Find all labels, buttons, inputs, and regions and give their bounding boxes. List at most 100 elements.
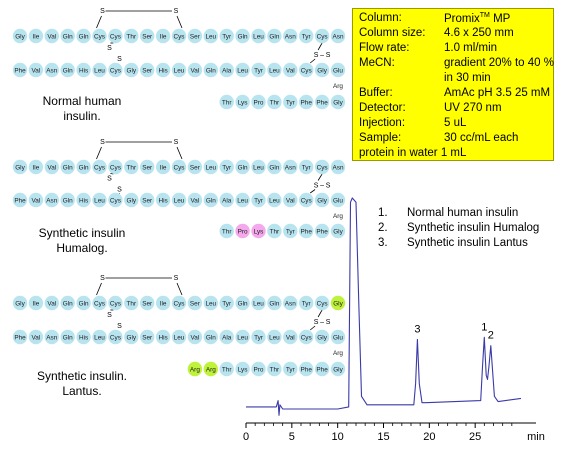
- residue-label: Cys: [110, 33, 121, 40]
- residue-label: Leu: [174, 334, 185, 341]
- residue-circle: [124, 62, 139, 78]
- peak-label: 3: [414, 323, 420, 335]
- residue-label: Val: [32, 67, 41, 74]
- residue-circle: [330, 62, 346, 78]
- residue-circle: [155, 192, 171, 208]
- residue-circle: [76, 192, 91, 208]
- residue-circle: [155, 329, 171, 345]
- residue-circle: [187, 295, 203, 311]
- residue-label: Gln: [238, 33, 248, 40]
- residue-circle: [28, 329, 44, 345]
- residue-label: Val: [32, 334, 41, 341]
- residue-circle: [187, 329, 203, 345]
- residue-label: Leu: [205, 164, 216, 171]
- residue-label: Cys: [317, 33, 328, 40]
- condition-key: Buffer:: [359, 87, 393, 99]
- residue-circle: [171, 159, 187, 175]
- bond-line: [309, 325, 316, 331]
- residue-circle: [219, 94, 234, 110]
- residue-circle: [203, 159, 218, 175]
- caption-line: Lantus.: [62, 384, 102, 398]
- condition-key: Column size:: [359, 27, 426, 39]
- residue-label: Pro: [238, 228, 248, 235]
- residue-label: Leu: [269, 67, 280, 74]
- residue-label: His: [158, 67, 167, 74]
- residue-label: Lys: [238, 366, 248, 373]
- residue-label: Val: [191, 197, 200, 204]
- x-axis-unit-label: min: [527, 431, 545, 443]
- residue-label: Tyr: [222, 33, 232, 40]
- residue-circle: [140, 28, 155, 44]
- residue-circle: [12, 28, 28, 44]
- residue-circle: [108, 295, 123, 311]
- residue-circle: [108, 159, 123, 175]
- residue-circle: [203, 295, 218, 311]
- sulfur-label: S: [174, 275, 179, 282]
- residue-label: Gln: [206, 197, 216, 204]
- residue-circle: [76, 295, 91, 311]
- residue-circle: [44, 329, 59, 345]
- residue-label: Asn: [46, 67, 57, 74]
- residue-circle: [299, 62, 314, 78]
- residue-circle: [92, 28, 107, 44]
- residue-circle: [155, 62, 171, 78]
- residue-circle: [299, 159, 314, 175]
- legend-item: 2. Synthetic insulin Humalog: [378, 222, 539, 234]
- residue-label: Val: [47, 33, 56, 40]
- trademark-mark: TM: [479, 12, 490, 19]
- residue-label: Gly: [333, 99, 343, 106]
- residue-circle: [124, 28, 139, 44]
- residue-circle: [283, 94, 298, 110]
- condition-value: 5 uL: [444, 117, 467, 129]
- residue-circle: [140, 159, 155, 175]
- residue-label: Leu: [205, 300, 216, 307]
- residue-label: His: [79, 67, 88, 74]
- residue-label: Asn: [46, 334, 57, 341]
- residue-label: Gln: [63, 334, 73, 341]
- condition-value: 4.6 x 250 mm: [444, 27, 514, 39]
- residue-label: Cys: [110, 164, 121, 171]
- residue-label: Gln: [63, 33, 73, 40]
- condition-value: AmAc pH 3.5 25 mM: [444, 87, 551, 99]
- residue-label: Tyr: [254, 67, 264, 74]
- residue-circle: [60, 28, 75, 44]
- residue-circle: [219, 62, 234, 78]
- legend-text: Synthetic insulin Humalog: [407, 222, 540, 234]
- residue-label: Gly: [333, 228, 343, 235]
- residue-circle: [251, 159, 266, 175]
- bond-line: [317, 42, 323, 51]
- residue-label: Gln: [63, 197, 73, 204]
- residue-label: Cys: [173, 300, 184, 307]
- residue-circle: [44, 159, 59, 175]
- residue-circle: [299, 94, 314, 110]
- residue-circle: [267, 28, 282, 44]
- residue-label: Cys: [110, 334, 121, 341]
- residue-label: His: [79, 334, 88, 341]
- residue-circle: [235, 62, 250, 78]
- condition-row: MeCN: gradient 20% to 40 %: [359, 57, 554, 71]
- condition-value: 30 cc/mL each: [444, 132, 519, 144]
- residue-circle: [267, 159, 282, 175]
- residue-label: Cys: [301, 334, 312, 341]
- residue-label: Gly: [127, 197, 137, 204]
- residue-label: Leu: [253, 300, 264, 307]
- residue-label: Phe: [14, 334, 26, 341]
- condition-key: protein in water 1 mL: [359, 147, 467, 159]
- sulfur-label: S: [107, 312, 112, 319]
- residue-label: Leu: [94, 67, 105, 74]
- residue-circle: [60, 295, 75, 311]
- residue-label: Cys: [317, 164, 328, 171]
- residue-circle: [314, 94, 330, 110]
- residue-label: Tyr: [302, 33, 312, 40]
- residue-label: Asn: [285, 164, 296, 171]
- sulfur-label: S: [326, 319, 331, 326]
- residue-circle: [187, 192, 203, 208]
- condition-row: Column: PromixTM MP: [359, 12, 551, 26]
- residue-label: Leu: [237, 67, 248, 74]
- condition-key: MeCN:: [359, 57, 395, 69]
- residue-label: Asn: [285, 33, 296, 40]
- residue-label: Leu: [237, 197, 248, 204]
- residue-circle: [187, 28, 203, 44]
- residue-label: Leu: [174, 197, 185, 204]
- sulfur-label: S: [174, 139, 179, 146]
